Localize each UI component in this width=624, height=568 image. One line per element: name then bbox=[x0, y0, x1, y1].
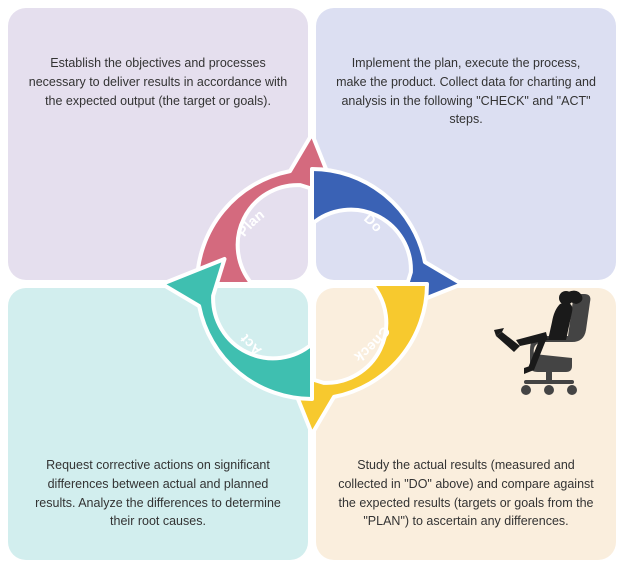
do-description: Implement the plan, execute the process,… bbox=[336, 54, 596, 129]
plan-quadrant: Establish the objectives and processes n… bbox=[8, 8, 308, 280]
plan-description: Establish the objectives and processes n… bbox=[28, 54, 288, 110]
check-description: Study the actual results (measured and c… bbox=[336, 456, 596, 531]
do-quadrant: Implement the plan, execute the process,… bbox=[316, 8, 616, 280]
act-description: Request corrective actions on significan… bbox=[28, 456, 288, 531]
act-quadrant: Request corrective actions on significan… bbox=[8, 288, 308, 560]
businessman-on-chair-icon bbox=[494, 282, 604, 402]
